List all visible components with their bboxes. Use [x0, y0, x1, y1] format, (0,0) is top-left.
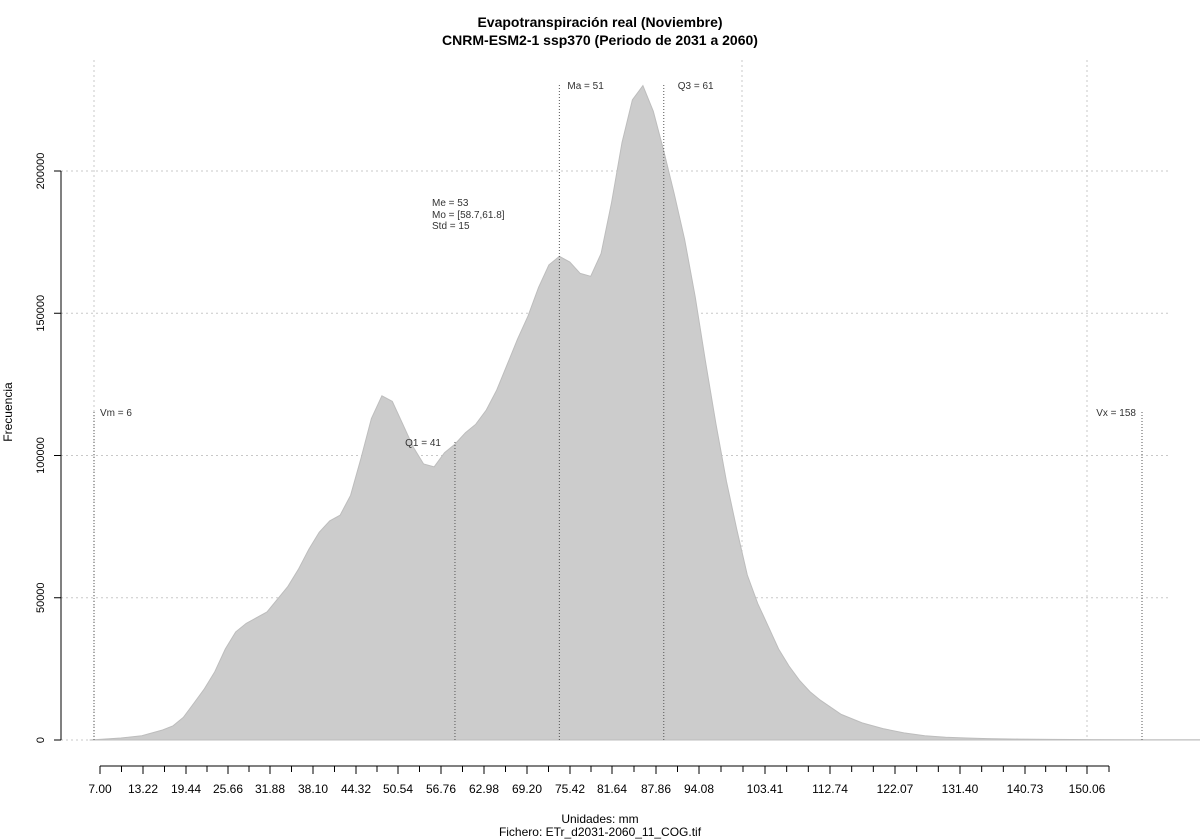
chart-title-line1: Evapotranspiración real (Noviembre)	[477, 14, 723, 30]
x-tick-label: 19.44	[171, 782, 201, 796]
marker-label-q3: Q3 = 61	[678, 81, 714, 92]
y-tick-label: 200000	[35, 153, 47, 190]
stat-label-me: Me = 53	[432, 198, 469, 209]
marker-label-ma: Ma = 51	[567, 81, 604, 92]
x-tick-label: 94.08	[684, 782, 714, 796]
x-tick-label: 25.66	[213, 782, 243, 796]
density-area	[89, 84, 1200, 741]
stat-label-mo: Mo = [58.7,61.8]	[432, 210, 505, 221]
x-tick-label: 7.00	[88, 782, 112, 796]
y-tick-label: 50000	[35, 582, 47, 613]
y-tick-label: 0	[35, 737, 47, 743]
stat-label-std: Std = 15	[432, 221, 470, 232]
x-tick-label: 122.07	[877, 782, 914, 796]
chart-title-line2: CNRM-ESM2-1 ssp370 (Periodo de 2031 a 20…	[442, 32, 758, 48]
x-tick-label: 103.41	[747, 782, 784, 796]
y-tick-label: 100000	[35, 437, 47, 474]
x-tick-label: 38.10	[298, 782, 328, 796]
y-tick-label: 150000	[35, 295, 47, 332]
marker-label-vx: Vx = 158	[1096, 408, 1136, 419]
x-tick-label: 50.54	[383, 782, 413, 796]
x-tick-label: 62.98	[469, 782, 499, 796]
x-tick-label: 87.86	[641, 782, 671, 796]
x-axis-label: Unidades: mm	[561, 812, 639, 826]
x-tick-label: 75.42	[555, 782, 585, 796]
x-tick-label: 112.74	[812, 782, 848, 796]
x-tick-label: 150.06	[1069, 782, 1106, 796]
marker-label-q1: Q1 = 41	[405, 438, 441, 449]
x-tick-label: 140.73	[1007, 782, 1044, 796]
x-tick-label: 56.76	[426, 782, 456, 796]
marker-label-vm: Vm = 6	[100, 408, 132, 419]
x-tick-label: 44.32	[341, 782, 371, 796]
file-name-label: Fichero: ETr_d2031-2060_11_COG.tif	[498, 825, 702, 839]
x-tick-label: 13.22	[128, 782, 158, 796]
x-tick-label: 131.40	[942, 782, 979, 796]
y-axis-label: Frecuencia	[1, 382, 15, 442]
x-tick-label: 69.20	[512, 782, 542, 796]
x-tick-label: 31.88	[255, 782, 285, 796]
x-tick-label: 81.64	[597, 782, 627, 796]
